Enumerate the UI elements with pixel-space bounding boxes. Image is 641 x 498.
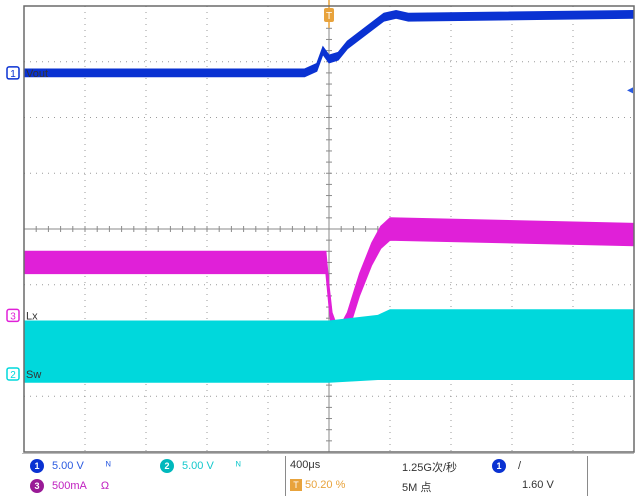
record-length-readout: 5M 点 [402, 479, 431, 495]
ch3-badge: 3 [30, 479, 44, 493]
trigger-position-readout[interactable]: T 50.20 % [290, 479, 345, 491]
sample-rate-readout: 1.25G次/秒 [402, 459, 457, 475]
channel-marker-vout[interactable]: 1 Vout [6, 66, 48, 80]
trigger-position-icon: T [290, 479, 302, 491]
ch3-bw-icon: Ω [100, 480, 110, 492]
trigger-slope-icon: / [518, 460, 522, 472]
channel-label: Sw [26, 369, 41, 381]
ch3-scale: 500mA [52, 480, 87, 492]
record-length: 5M 点 [402, 482, 432, 494]
status-separator [285, 456, 286, 496]
ch2-scale: 5.00 V [182, 460, 214, 472]
ch2-bw-icon: ᴺ [235, 460, 241, 472]
channel-number: 2 [10, 370, 16, 381]
trace-sw [23, 309, 635, 383]
ch1-badge: 1 [30, 459, 44, 473]
trigger-level: 1.60 V [522, 479, 554, 491]
ch2-scale-readout[interactable]: 2 5.00 V ᴺ [160, 459, 241, 473]
trigger-position: 50.20 % [305, 479, 346, 491]
scope-display: 1 Vout 3 Lx 2 Sw T ◂ [6, 0, 635, 453]
channel-number: 3 [10, 311, 16, 322]
plot-frame [23, 5, 635, 453]
ch1-scale: 5.00 V [52, 460, 84, 472]
ch1-bw-icon: ᴺ [105, 460, 111, 472]
trigger-source-badge: 1 [492, 459, 506, 473]
trigger-level-readout[interactable]: 1.60 V [522, 479, 554, 491]
trigger-source-readout[interactable]: 1 / [492, 459, 521, 473]
ch3-scale-readout[interactable]: 3 500mA Ω [30, 479, 109, 493]
channel-markers: 1 Vout 3 Lx 2 Sw T ◂ [6, 0, 633, 381]
trigger-letter: T [326, 11, 332, 22]
ch1-scale-readout[interactable]: 1 5.00 V ᴺ [30, 459, 111, 473]
channel-number-box [6, 66, 20, 80]
trigger-level-marker: ◂ [627, 83, 633, 97]
channel-number-box [6, 308, 20, 323]
status-bar: 1 5.00 V ᴺ 2 5.00 V ᴺ 3 500mA Ω 400μs T … [22, 453, 634, 498]
ch2-badge: 2 [160, 459, 174, 473]
channel-label: Vout [26, 68, 48, 80]
trigger-flag [324, 8, 334, 22]
timebase: 400μs [290, 459, 321, 471]
sample-rate: 1.25G次/秒 [402, 462, 458, 474]
channel-label: Lx [26, 310, 38, 322]
channel-marker-lx[interactable]: 3 Lx [6, 308, 38, 323]
channel-marker-sw[interactable]: 2 Sw [6, 367, 41, 381]
channel-number-box [6, 367, 20, 381]
channel-number: 1 [10, 69, 16, 80]
timebase-readout[interactable]: 400μs [290, 459, 320, 471]
traces [23, 9, 635, 383]
trigger-position-marker: T [324, 0, 334, 28]
status-separator-right [587, 456, 588, 496]
